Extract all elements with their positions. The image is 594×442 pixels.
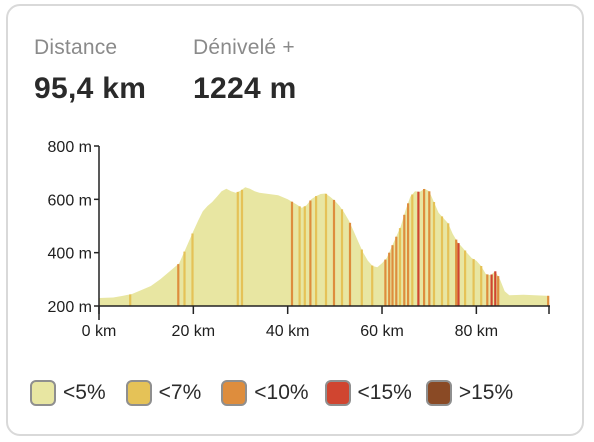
grade-band: [440, 216, 444, 306]
grade-band: [490, 274, 493, 306]
grade-band: [183, 251, 186, 306]
legend-item: >15%: [425, 380, 514, 406]
grade-band: [432, 202, 436, 306]
grade-band: [384, 259, 387, 306]
grade-band: [348, 222, 352, 306]
legend-swatch: [125, 380, 152, 406]
y-tick-label: 400 m: [48, 246, 92, 263]
grade-band: [407, 203, 410, 306]
y-tick-label: 200 m: [48, 299, 92, 316]
legend-label: <7%: [158, 381, 202, 404]
grade-band: [486, 274, 489, 306]
legend-item: <15%: [324, 380, 412, 406]
grade-band: [309, 200, 312, 306]
grade-band: [455, 239, 458, 306]
grade-band: [428, 191, 431, 306]
grade-band: [240, 189, 244, 306]
legend-item: <10%: [221, 380, 309, 406]
grade-band: [340, 209, 344, 306]
elevation-area: [99, 187, 549, 306]
grade-band: [447, 223, 450, 306]
grade-band: [191, 233, 194, 306]
grade-band: [423, 189, 426, 306]
x-tick-label: 80 km: [455, 323, 499, 340]
x-tick-label: 20 km: [172, 323, 216, 340]
grade-band: [332, 199, 336, 306]
elevation-gain-stat: Dénivelé + 1224 m: [193, 36, 297, 106]
grade-band: [388, 252, 391, 306]
grade-band: [494, 271, 497, 306]
x-tick-label: 60 km: [360, 323, 404, 340]
grade-band: [497, 276, 500, 306]
grade-band: [403, 214, 406, 306]
legend-swatch: [221, 380, 248, 406]
grade-band: [129, 294, 132, 306]
grade-band: [417, 191, 420, 306]
y-tick-label: 800 m: [48, 139, 92, 156]
grade-band: [391, 245, 394, 306]
grade-band: [472, 259, 475, 306]
distance-value: 95,4 km: [34, 72, 147, 105]
legend-label: >15%: [458, 381, 514, 404]
legend-swatch: [425, 380, 452, 406]
x-tick-label: 40 km: [266, 323, 310, 340]
grade-band: [236, 191, 239, 306]
distance-label: Distance: [34, 36, 118, 59]
legend-label: <10%: [254, 381, 309, 404]
grade-band: [298, 206, 301, 306]
grade-band: [464, 250, 467, 306]
grade-band: [360, 249, 363, 306]
grade-band: [324, 193, 328, 306]
legend-item: <7%: [125, 380, 202, 406]
legend-item: <5%: [30, 380, 106, 406]
y-tick-label: 600 m: [48, 192, 92, 209]
grade-band: [398, 228, 402, 306]
grade-band: [177, 264, 180, 306]
grade-band: [457, 243, 460, 306]
grade-band: [547, 295, 550, 306]
grade-band: [395, 236, 398, 306]
grade-legend: <5% <7% <10% <15% >15%: [30, 380, 513, 406]
legend-swatch: [30, 380, 56, 406]
elevation-gain-label: Dénivelé +: [193, 36, 295, 59]
grade-band: [315, 196, 318, 306]
grade-band: [303, 206, 306, 306]
distance-stat: Distance 95,4 km: [34, 36, 146, 106]
legend-swatch: [324, 380, 351, 406]
grade-band: [290, 201, 294, 306]
x-tick-label: 0 km: [82, 323, 117, 340]
elevation-gain-value: 1224 m: [193, 72, 297, 105]
grade-band: [411, 194, 414, 306]
legend-label: <15%: [357, 381, 412, 404]
grade-band: [371, 265, 374, 306]
legend-label: <5%: [63, 381, 106, 404]
grade-band: [480, 266, 483, 306]
